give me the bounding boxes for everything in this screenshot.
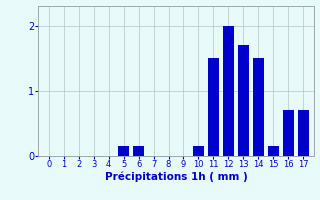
Bar [253,58,264,156]
Bar [133,146,144,156]
Bar [118,146,129,156]
X-axis label: Précipitations 1h ( mm ): Précipitations 1h ( mm ) [105,172,247,182]
Bar [268,146,279,156]
Bar [208,58,219,156]
Bar [283,110,294,156]
Bar [238,45,249,156]
Bar [193,146,204,156]
Bar [223,26,234,156]
Bar [298,110,309,156]
